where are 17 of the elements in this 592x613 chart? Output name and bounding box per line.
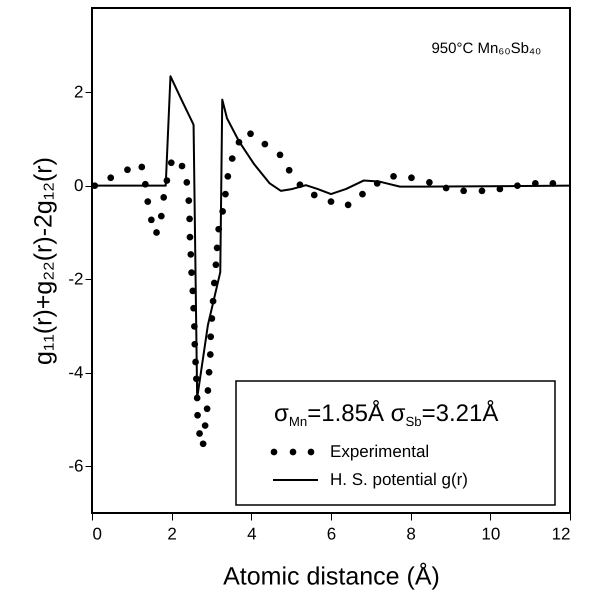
y-tick-label: 0 [74,176,84,196]
x-axis-title: Atomic distance (Å) [223,562,440,590]
legend-label: H. S. potential g(r) [330,470,468,489]
x-tick-label: 2 [167,524,177,544]
y-tick-label: -2 [68,270,84,289]
y-axis-title: g₁₁(r)+g₂₂(r)-2g₁₂(r) [29,157,58,365]
legend-label: Experimental [330,442,430,461]
y-tick-label: -4 [68,363,84,382]
y-tick-label: 2 [74,82,84,102]
x-tick-label: 0 [92,524,102,544]
x-tick-label: 6 [326,524,336,544]
x-tick-label: 4 [247,524,257,544]
x-tick-label: 8 [406,524,416,544]
x-tick-label: 10 [481,524,500,544]
annotation: 950°C Mn₆₀Sb₄₀ [431,40,542,57]
y-tick-label: -6 [68,456,84,476]
x-tick-label: 12 [552,524,570,544]
